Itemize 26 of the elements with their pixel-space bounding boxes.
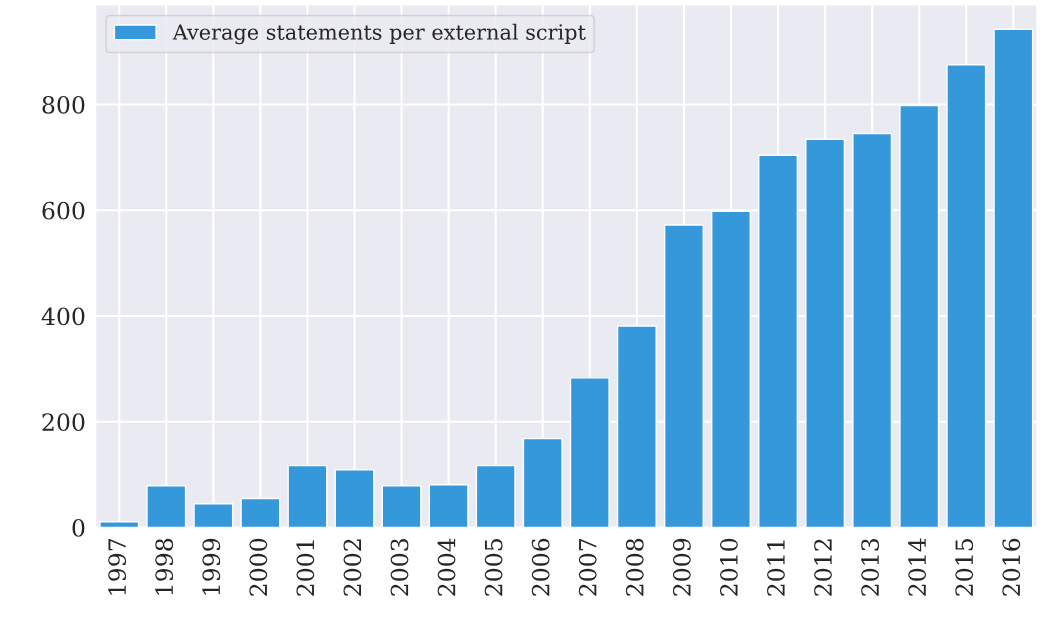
x-tick-label: 2000 <box>249 538 268 596</box>
x-tick-label: 2012 <box>814 539 832 596</box>
x-tick-label: 2010 <box>719 538 738 596</box>
x-tick-label: 2001 <box>296 540 315 596</box>
legend-label: Average statements per external script <box>172 23 586 45</box>
x-tick-label: 2004 <box>437 538 456 596</box>
x-tick-label: 1997 <box>108 538 127 595</box>
x-tick-label: 2011 <box>767 540 785 596</box>
x-tick-label: 2006 <box>531 538 550 596</box>
y-tick-label: 0 <box>72 518 85 537</box>
x-tick-label: 2014 <box>908 538 927 596</box>
y-tick-label: 400 <box>41 307 85 326</box>
y-tick-label: 200 <box>42 413 85 432</box>
x-tick-label: 2003 <box>390 539 409 596</box>
x-tick-label: 2015 <box>955 539 974 596</box>
y-tick-label: 800 <box>42 95 85 114</box>
x-tick-label: 2016 <box>1002 538 1021 596</box>
x-tick-label: 2007 <box>578 538 597 596</box>
x-tick-label: 2002 <box>343 539 362 596</box>
x-tick-label: 2013 <box>861 539 880 596</box>
x-tick-label: 2009 <box>672 538 691 596</box>
x-tick-label: 1999 <box>202 538 221 595</box>
x-tick-label: 1998 <box>155 538 174 595</box>
x-tick-label: 2005 <box>484 539 503 596</box>
y-tick-label: 600 <box>42 201 85 220</box>
x-tick-label: 2008 <box>625 538 644 596</box>
